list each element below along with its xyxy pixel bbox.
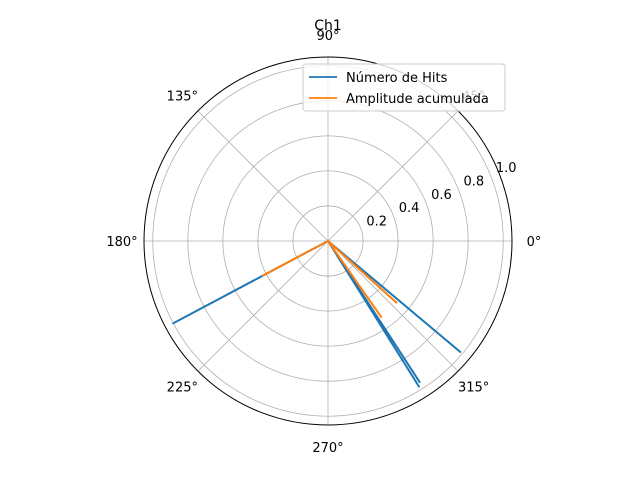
angle-tick-label: 135° <box>167 89 198 104</box>
radius-gridline <box>292 205 364 277</box>
radius-tick-label: 0.8 <box>464 174 485 189</box>
legend-label-amplitude: Amplitude acumulada <box>346 92 489 107</box>
radius-gridline <box>222 135 434 347</box>
radius-tick-label: 0.2 <box>366 215 387 230</box>
angle-tick-label: 315° <box>458 381 489 396</box>
legend-box <box>302 63 506 112</box>
angle-tick-label: 180° <box>106 235 137 250</box>
legend-label-hits: Número de Hits <box>346 71 448 86</box>
polar-tick-labels: 0°45°90°135°180°225°270°315°0.20.40.60.8… <box>106 29 541 456</box>
angle-tick-label: 270° <box>312 441 343 456</box>
angle-tick-label: 90° <box>316 29 339 44</box>
angle-gridline <box>327 240 459 372</box>
polar-series <box>172 240 462 388</box>
chart-title: Ch1 <box>314 18 342 34</box>
radius-tick-label: 0.6 <box>431 188 452 203</box>
radius-tick-label: 1.0 <box>496 161 517 176</box>
angle-tick-label: 0° <box>527 235 542 250</box>
angle-gridline <box>197 110 329 242</box>
angle-tick-label: 225° <box>167 381 198 396</box>
angle-gridline <box>197 240 329 372</box>
radius-tick-label: 0.4 <box>399 201 420 216</box>
series-line-0 <box>172 240 462 388</box>
angle-gridline <box>327 110 459 242</box>
radius-gridline <box>257 170 399 312</box>
polar-grid <box>143 56 513 426</box>
polar-frame <box>143 56 513 426</box>
legend: Número de Hits Amplitude acumulada <box>302 63 506 112</box>
series-line-1 <box>262 240 398 319</box>
